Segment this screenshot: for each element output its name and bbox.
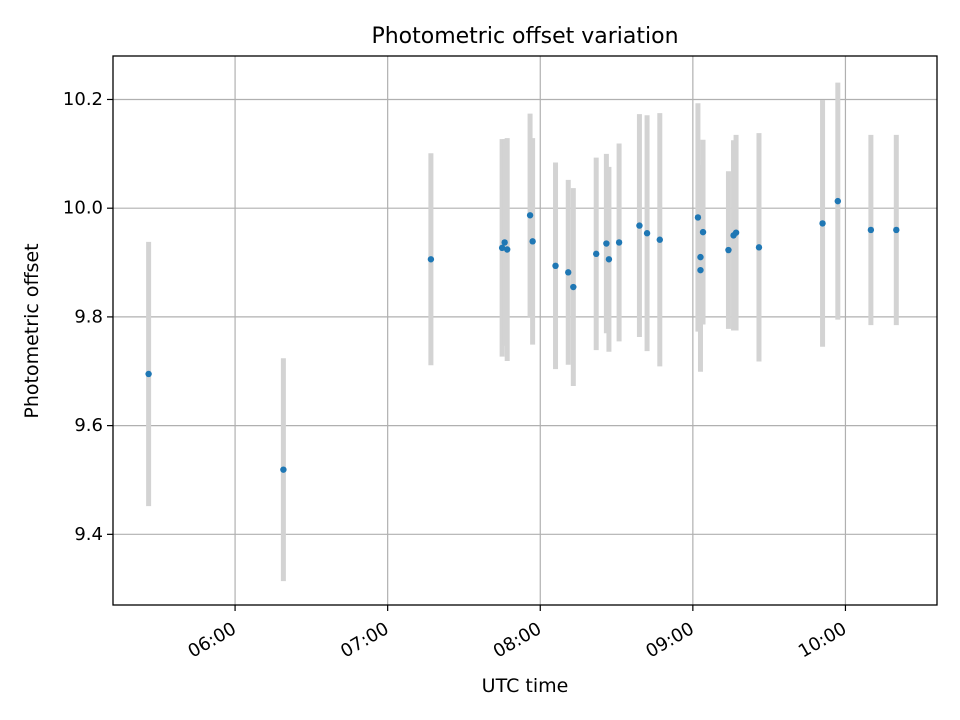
y-tick-label: 10.2: [63, 89, 103, 110]
data-point: [427, 256, 435, 263]
data-point: [643, 230, 651, 237]
data-point: [699, 228, 707, 236]
data-point: [593, 250, 600, 258]
data-point: [526, 212, 534, 219]
data-point: [565, 269, 572, 276]
y-tick-label: 9.8: [74, 306, 103, 327]
data-point: [503, 246, 511, 253]
x-axis-ticks: 06:00 07:00 08:00 09:00 10:00: [185, 605, 850, 662]
data-point: [615, 239, 623, 246]
x-axis-title: UTC time: [482, 675, 569, 697]
data-point: [725, 246, 732, 254]
data-point: [755, 244, 763, 251]
data-point: [570, 283, 577, 291]
data-point: [893, 226, 900, 234]
data-point: [867, 226, 875, 234]
grid: [113, 56, 937, 605]
data-point: [603, 240, 610, 247]
data-point: [498, 244, 506, 252]
data-point: [605, 256, 613, 263]
data-point: [552, 262, 559, 270]
data-point: [145, 370, 152, 378]
x-tick-label: 06:00: [185, 618, 240, 662]
error-bars: [146, 82, 899, 582]
y-tick-label: 9.4: [74, 524, 103, 545]
data-points: [145, 197, 900, 473]
x-tick-label: 10:00: [795, 618, 850, 662]
y-axis-ticks: 9.4 9.6 9.8 10.0 10.2: [63, 89, 113, 545]
chart-title: Photometric offset variation: [371, 24, 678, 49]
x-tick-label: 09:00: [642, 618, 697, 662]
data-point: [819, 220, 826, 227]
data-point: [697, 266, 704, 274]
plot-frame: [112, 55, 938, 606]
x-tick-label: 08:00: [490, 618, 545, 662]
y-tick-label: 9.6: [74, 415, 103, 436]
x-tick-label: 07:00: [337, 618, 392, 662]
data-point: [694, 214, 702, 221]
data-point: [636, 222, 643, 229]
data-point: [280, 466, 287, 473]
data-point: [697, 253, 704, 261]
data-point: [529, 238, 536, 245]
y-axis-title: Photometric offset: [21, 243, 43, 418]
data-point: [501, 239, 508, 246]
data-point: [834, 197, 842, 205]
data-point: [732, 229, 740, 236]
y-tick-label: 10.0: [63, 198, 103, 219]
data-point: [656, 236, 663, 243]
